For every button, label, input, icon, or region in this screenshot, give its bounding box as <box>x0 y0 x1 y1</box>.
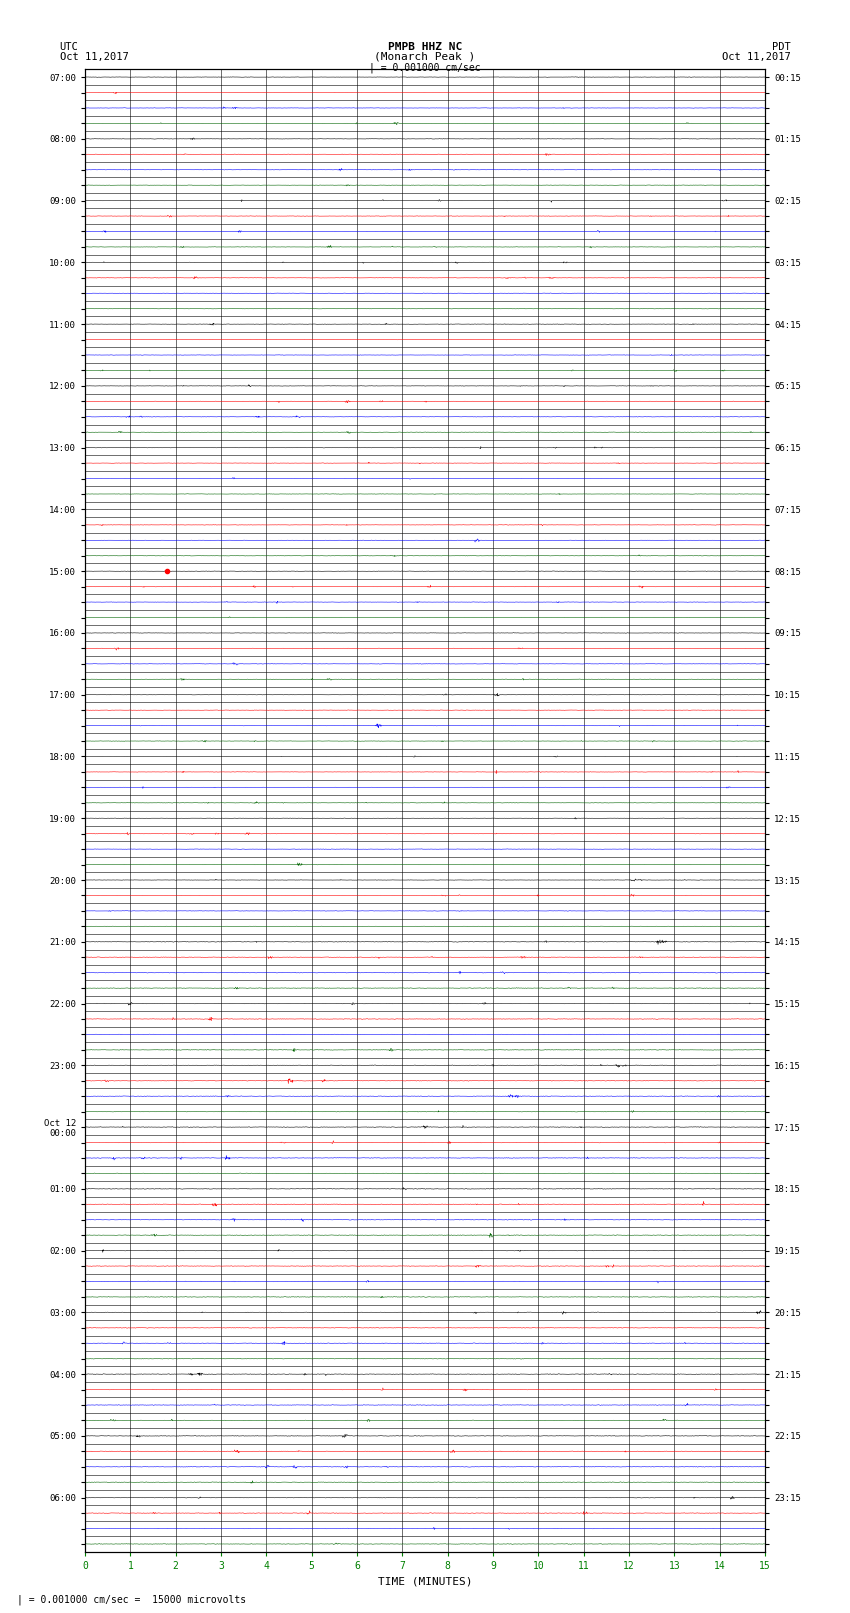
X-axis label: TIME (MINUTES): TIME (MINUTES) <box>377 1576 473 1586</box>
Text: PDT: PDT <box>772 42 791 52</box>
Text: | = 0.001000 cm/sec =  15000 microvolts: | = 0.001000 cm/sec = 15000 microvolts <box>17 1594 246 1605</box>
Text: UTC: UTC <box>60 42 78 52</box>
Text: Oct 11,2017: Oct 11,2017 <box>722 52 790 61</box>
Text: (Monarch Peak ): (Monarch Peak ) <box>374 52 476 61</box>
Text: Oct 11,2017: Oct 11,2017 <box>60 52 128 61</box>
Text: PMPB HHZ NC: PMPB HHZ NC <box>388 42 462 52</box>
Text: | = 0.001000 cm/sec: | = 0.001000 cm/sec <box>369 63 481 74</box>
